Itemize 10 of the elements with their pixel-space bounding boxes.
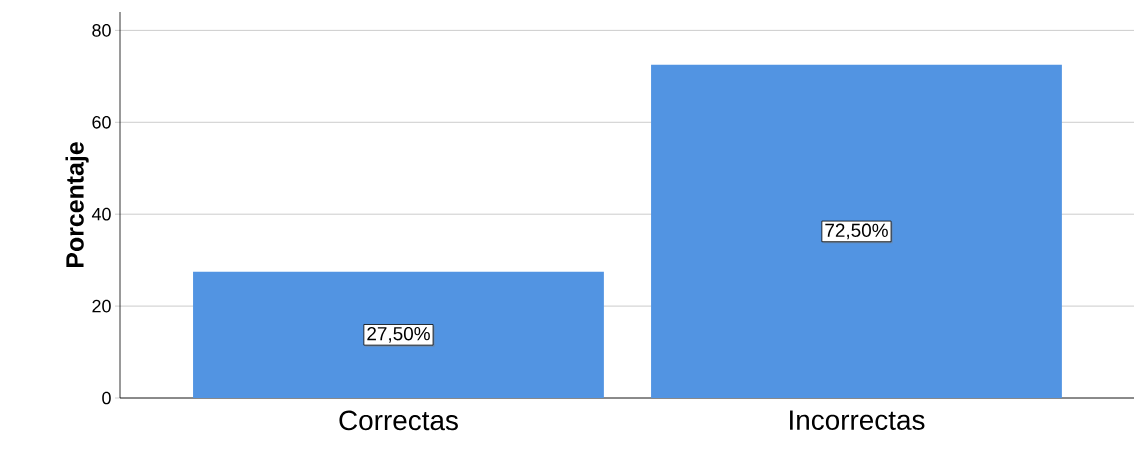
x-tick-label: Correctas	[339, 410, 458, 431]
y-tick-label: 40	[91, 207, 111, 221]
y-tick-label: 0	[102, 391, 111, 405]
y-axis-title: Porcentaje	[65, 142, 89, 268]
y-tick-label: 60	[92, 115, 111, 129]
data-label: 27,50%	[367, 326, 430, 343]
x-tick-label: Incorrectas	[790, 410, 925, 430]
y-tick-label: 80	[92, 24, 111, 37]
y-tick-label: 20	[92, 299, 111, 313]
data-label: 72,50%	[825, 223, 888, 240]
